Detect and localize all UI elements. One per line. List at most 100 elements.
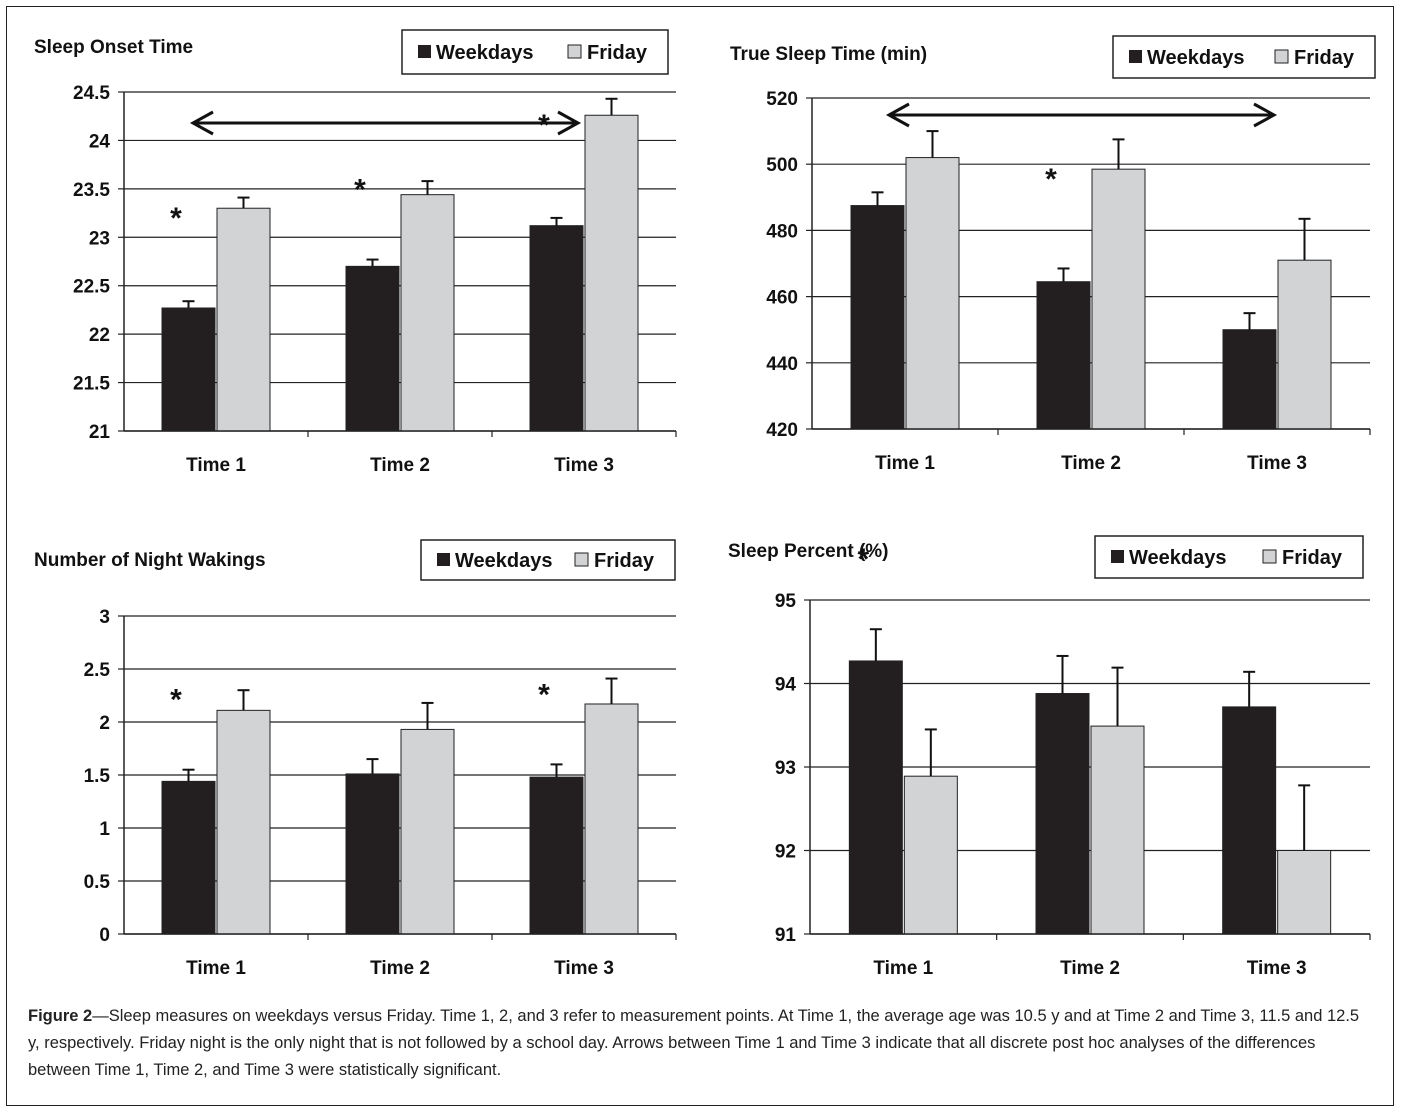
chart-svg-night-wakings: Number of Night Wakings Weekdays Friday 0 0.…	[34, 539, 677, 979]
x-category-label: Time 1	[186, 455, 246, 476]
x-category-label: Time 2	[1061, 453, 1121, 474]
y-tick-label: 21	[89, 422, 111, 443]
legend-label-friday: Friday	[1282, 547, 1343, 569]
significance-star: *	[170, 684, 182, 717]
y-tick-label: 23.5	[73, 180, 110, 201]
legend-swatch-weekdays	[437, 553, 450, 566]
legend-box	[420, 539, 676, 581]
y-tick-label: 21.5	[73, 374, 110, 395]
legend-label-weekdays: Weekdays	[455, 550, 552, 572]
x-category-label: Time 1	[873, 958, 933, 979]
bar-friday	[400, 728, 455, 935]
y-tick-label: 91	[775, 925, 797, 946]
y-tick-label: 22.5	[73, 277, 110, 298]
chart-svg-sleep-percent: Sleep Percent (%) Weekdays Friday 91 92 93 94 9…	[728, 535, 1371, 979]
chart-svg-true-sleep-time: True Sleep Time (min) Weekdays Friday 420 44…	[730, 35, 1376, 474]
legend-box	[401, 29, 669, 75]
bar-weekdays	[848, 660, 903, 935]
chart-title: True Sleep Time (min)	[730, 44, 927, 65]
y-tick-label: 500	[766, 155, 798, 176]
legend-box	[1094, 535, 1364, 579]
bar-friday	[1090, 725, 1145, 935]
legend: Weekdays Friday	[420, 539, 676, 581]
legend: Weekdays Friday	[1112, 35, 1376, 79]
chart-true-sleep-time: True Sleep Time (min) Weekdays Friday 420 44…	[700, 0, 1400, 500]
chart-title: Sleep Onset Time	[34, 37, 193, 58]
significance-star: *	[354, 174, 366, 207]
y-tick-label: 2	[99, 713, 110, 734]
legend-swatch-friday	[1274, 49, 1289, 64]
x-category-label: Time 1	[875, 453, 935, 474]
y-tick-label: 23	[89, 228, 110, 249]
significance-star: *	[1045, 163, 1057, 196]
figure-caption: Figure 2—Sleep measures on weekdays vers…	[28, 1003, 1373, 1084]
y-tick-label: 24	[89, 131, 111, 152]
significance-arrow	[189, 110, 582, 136]
y-tick-label: 480	[766, 221, 798, 242]
y-tick-label: 460	[766, 288, 798, 309]
bar-friday	[905, 157, 960, 430]
bar-weekdays	[1036, 281, 1091, 430]
legend-swatch-friday	[574, 552, 589, 567]
legend-swatch-weekdays	[1111, 550, 1124, 563]
arrow-head-right	[1253, 102, 1278, 128]
bar-friday	[216, 207, 271, 432]
x-category-label: Time 2	[1060, 958, 1120, 979]
significance-star: *	[538, 678, 550, 711]
y-tick-label: 92	[775, 842, 796, 863]
x-category-label: Time 2	[370, 455, 430, 476]
chart-sleep-percent: Sleep Percent (%) Weekdays Friday 91 92 93 94 9…	[700, 500, 1400, 1000]
bar-weekdays	[1222, 329, 1277, 430]
legend: Weekdays Friday	[1094, 535, 1364, 579]
caption-label: Figure 2	[28, 1007, 93, 1025]
legend-label-friday: Friday	[587, 42, 648, 64]
legend-label-weekdays: Weekdays	[1147, 47, 1244, 69]
y-tick-label: 440	[766, 354, 798, 375]
y-tick-label: 2.5	[84, 660, 111, 681]
bar-weekdays	[161, 307, 216, 432]
bar-friday	[903, 775, 958, 935]
legend-swatch-weekdays	[1129, 50, 1142, 63]
legend-swatch-friday	[567, 44, 582, 59]
bar-friday	[216, 709, 271, 935]
significance-star: *	[538, 109, 550, 142]
chart-svg-sleep-onset: Sleep Onset Time Weekdays Friday 21 21.5 22 22…	[34, 29, 677, 476]
x-category-label: Time 3	[1247, 453, 1307, 474]
x-category-label: Time 3	[554, 455, 614, 476]
y-tick-label: 3	[99, 607, 110, 628]
y-tick-label: 0.5	[84, 872, 111, 893]
y-tick-label: 420	[766, 420, 798, 441]
legend-label-weekdays: Weekdays	[436, 42, 533, 64]
legend-swatch-weekdays	[418, 45, 431, 58]
y-tick-label: 1	[99, 819, 110, 840]
legend-box	[1112, 35, 1376, 79]
chart-title: Sleep Percent (%)	[728, 541, 889, 562]
y-tick-label: 520	[766, 89, 798, 110]
bar-friday	[1277, 850, 1332, 935]
bar-weekdays	[345, 773, 400, 935]
bar-weekdays	[1222, 706, 1277, 935]
bar-friday	[1091, 168, 1146, 430]
x-category-label: Time 2	[370, 958, 430, 979]
legend-swatch-friday	[1262, 549, 1277, 564]
legend: Weekdays Friday	[401, 29, 669, 75]
y-tick-label: 93	[775, 758, 796, 779]
legend-label-friday: Friday	[594, 550, 655, 572]
significance-arrow	[885, 102, 1278, 128]
x-category-label: Time 3	[554, 958, 614, 979]
y-tick-label: 95	[775, 591, 797, 612]
chart-night-wakings: Number of Night Wakings Weekdays Friday 0 0.…	[0, 500, 700, 1000]
y-tick-label: 1.5	[84, 766, 111, 787]
x-category-label: Time 3	[1247, 958, 1307, 979]
y-tick-label: 94	[775, 675, 797, 696]
legend-label-friday: Friday	[1294, 47, 1355, 69]
arrow-head-right	[557, 110, 582, 136]
bar-weekdays	[1035, 693, 1090, 935]
significance-star: *	[857, 543, 869, 576]
bar-friday	[400, 194, 455, 432]
y-tick-label: 22	[89, 325, 110, 346]
bar-weekdays	[529, 776, 584, 935]
significance-star: *	[170, 202, 182, 235]
bar-weekdays	[345, 265, 400, 432]
arrow-head-left	[885, 102, 910, 128]
